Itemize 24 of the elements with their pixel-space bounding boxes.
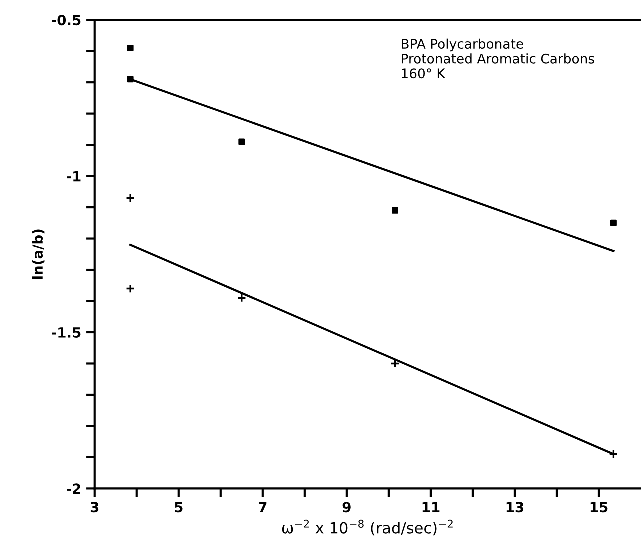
point xyxy=(238,138,246,146)
x-tick-label: 9 xyxy=(342,502,351,513)
x-tick-label: 15 xyxy=(590,502,608,513)
point xyxy=(126,284,136,294)
y-tick-label: -1.5 xyxy=(52,328,81,338)
point xyxy=(127,76,134,83)
point xyxy=(126,194,136,203)
annotation: BPA Polycarbonate Protonated Aromatic Carbons 160° K xyxy=(402,38,594,79)
point xyxy=(390,359,400,368)
point xyxy=(609,450,618,459)
x-tick-label: 7 xyxy=(259,502,267,512)
x-tick-label: 13 xyxy=(506,502,524,513)
point xyxy=(392,207,398,214)
x-axis-title: ω$^{−2}$ x 10$^{−8}$ (rad/sec)$^{−2}$ xyxy=(282,520,453,536)
y-tick-label: -2 xyxy=(67,484,80,494)
point xyxy=(237,293,247,303)
point xyxy=(127,44,134,52)
y-tick-label: -0.5 xyxy=(52,15,81,26)
y-tick-label: -1 xyxy=(67,171,81,182)
x-tick-label: 5 xyxy=(175,502,183,513)
y-axis-title: ln(a/b) xyxy=(32,230,45,280)
x-tick-label: 3 xyxy=(90,502,99,513)
x-tick-label: 11 xyxy=(422,502,440,512)
point xyxy=(610,220,617,226)
